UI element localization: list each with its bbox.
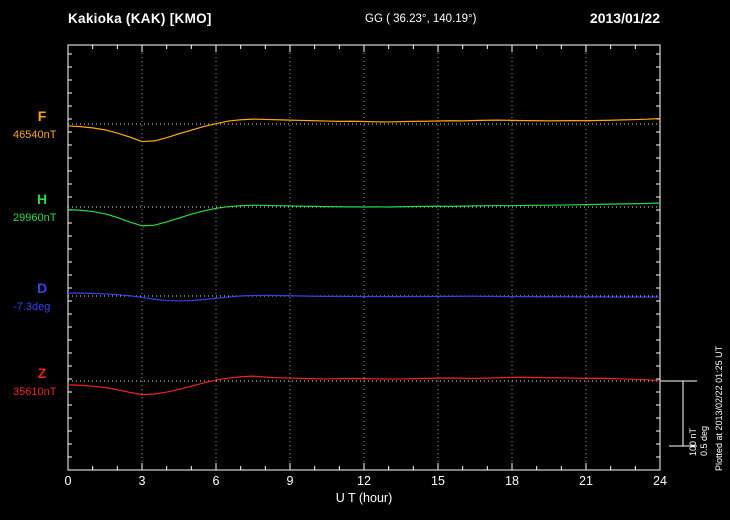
x-tick-label-12: 12 xyxy=(357,474,371,488)
x-tick-label-9: 9 xyxy=(286,474,294,488)
channel-label-Z: Z xyxy=(37,365,47,381)
x-tick-label-15: 15 xyxy=(431,474,445,488)
channel-baseline-value-D: -7.3deg xyxy=(13,301,51,313)
channel-baseline-value-F: 46540nT xyxy=(13,129,57,141)
x-tick-label-18: 18 xyxy=(505,474,519,488)
channel-baseline-value-Z: 35610nT xyxy=(13,386,57,398)
channel-baseline-value-H: 29960nT xyxy=(13,212,57,224)
plot-date: 2013/01/22 xyxy=(589,10,660,26)
geographic-coordinates: GG ( 36.23°, 140.19°) xyxy=(365,13,477,25)
station-title: Kakioka (KAK) [KMO] xyxy=(68,11,212,26)
x-tick-label-21: 21 xyxy=(579,474,593,488)
x-tick-label-0: 0 xyxy=(64,474,72,488)
x-tick-label-24: 24 xyxy=(653,474,667,488)
scale-bar-nt-label: 100 nT xyxy=(688,427,698,456)
x-tick-label-3: 3 xyxy=(138,474,146,488)
channel-label-D: D xyxy=(36,280,48,296)
scale-bar-labels: 100 nT 0.5 deg xyxy=(688,426,710,456)
channel-label-F: F xyxy=(37,108,47,124)
scale-bar-deg-label: 0.5 deg xyxy=(699,425,709,456)
plotted-at-timestamp: Plotted at 2013/02/22 01:25 UT xyxy=(714,345,724,471)
x-tick-label-6: 6 xyxy=(212,474,220,488)
x-axis-title: U T (hour) xyxy=(335,491,393,505)
channel-label-H: H xyxy=(36,191,48,207)
